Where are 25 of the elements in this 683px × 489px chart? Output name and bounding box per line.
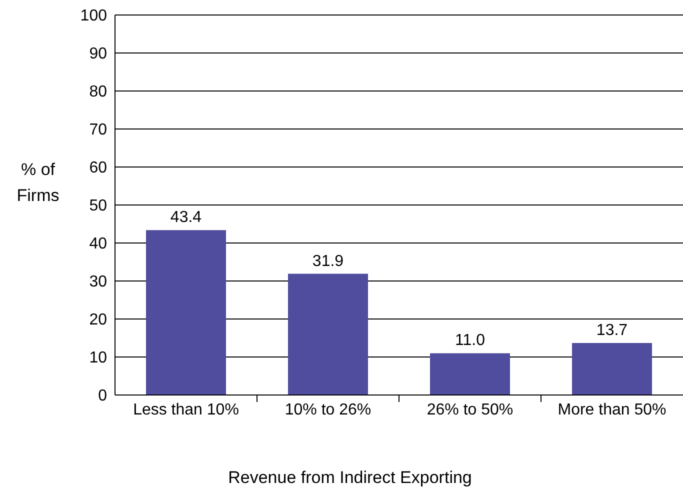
y-tick-label: 0	[98, 388, 108, 405]
x-tick-label: More than 50%	[558, 401, 666, 418]
y-axis-title: % of Firms	[16, 160, 60, 205]
y-tick-label: 20	[89, 312, 108, 329]
y-tick-label: 90	[89, 46, 108, 63]
y-tick-label: 80	[89, 84, 108, 101]
y-tick-label: 10	[89, 350, 108, 367]
x-tick-label: 10% to 26%	[284, 401, 372, 418]
bar	[572, 342, 652, 395]
bar	[146, 230, 226, 395]
y-tick-label: 40	[89, 236, 108, 253]
y-tick-label: 50	[89, 198, 108, 215]
y-tick-label: 60	[89, 160, 108, 177]
data-label: 43.4	[170, 209, 202, 226]
bar	[288, 274, 368, 395]
bar	[430, 353, 510, 395]
x-tick-label: 26% to 50%	[426, 401, 514, 418]
data-label: 13.7	[596, 322, 628, 339]
x-axis-title: Revenue from Indirect Exporting	[228, 468, 472, 487]
y-tick-label: 70	[89, 122, 108, 139]
y-tick-label: 100	[80, 8, 108, 25]
data-label: 31.9	[312, 252, 344, 270]
y-tick-label: 30	[89, 274, 108, 291]
x-tick-label: Less than 10%	[133, 401, 239, 418]
data-label: 11.0	[455, 332, 486, 350]
